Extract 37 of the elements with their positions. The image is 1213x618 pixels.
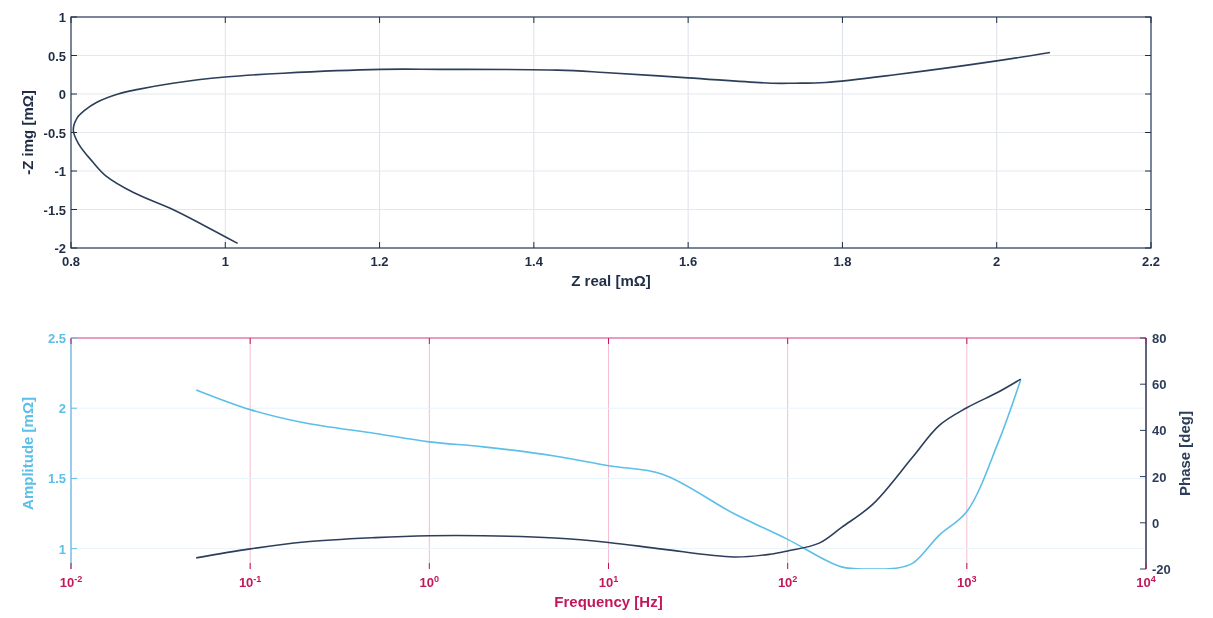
- x-tick-label: 0.8: [61, 254, 81, 269]
- y-tick-label: 2.5: [47, 331, 66, 346]
- y-axis-title: Amplitude [mΩ]: [19, 397, 36, 510]
- x-tick-label: 1.6: [679, 254, 698, 269]
- x-tick-label: 10$^{1}$: [598, 574, 619, 590]
- y-tick-label: -2: [54, 241, 66, 256]
- x-tick-label: 1.4: [524, 254, 544, 269]
- y2-tick-label: 20: [1152, 469, 1167, 485]
- y-tick-label: -1.5: [43, 202, 66, 218]
- y2-axis-title: Phase [deg]: [1176, 410, 1193, 497]
- x-tick-label: 2: [993, 254, 1001, 269]
- y-axis-title: -Z img [mΩ]: [19, 90, 36, 175]
- x-tick-label: 10$^{4}$: [1136, 574, 1157, 590]
- x-tick-label: 1: [221, 254, 229, 269]
- y-tick-label: -0.5: [43, 125, 66, 141]
- y-tick-label: 1: [58, 10, 66, 25]
- x-tick-label: 10$^{-1}$: [238, 574, 262, 590]
- x-axis-title: Z real [mΩ]: [571, 272, 651, 289]
- y2-tick-label: 60: [1152, 377, 1167, 393]
- y-tick-label: 1: [58, 541, 66, 557]
- x-tick-label: 10$^{-2}$: [59, 574, 83, 590]
- x-tick-label: 10$^{0}$: [419, 574, 440, 590]
- x-tick-label: 1.8: [833, 254, 852, 269]
- y-tick-label: 0.5: [47, 48, 66, 64]
- y2-tick-label: 80: [1152, 331, 1167, 346]
- y2-tick-label: -20: [1152, 562, 1171, 577]
- y-tick-label: 2: [58, 401, 66, 417]
- y2-tick-label: 40: [1152, 423, 1167, 439]
- x-tick-label: 10$^{3}$: [957, 574, 977, 590]
- x-tick-label: 10$^{2}$: [777, 574, 798, 590]
- x-axis-title: Frequency [Hz]: [554, 593, 663, 610]
- y-tick-label: -1: [54, 164, 66, 179]
- x-tick-label: 2.2: [1141, 254, 1161, 269]
- x-tick-label: 1.2: [370, 254, 389, 269]
- y2-tick-label: 0: [1152, 515, 1160, 531]
- y-tick-label: 1.5: [47, 471, 66, 487]
- y-tick-label: 0: [58, 87, 66, 102]
